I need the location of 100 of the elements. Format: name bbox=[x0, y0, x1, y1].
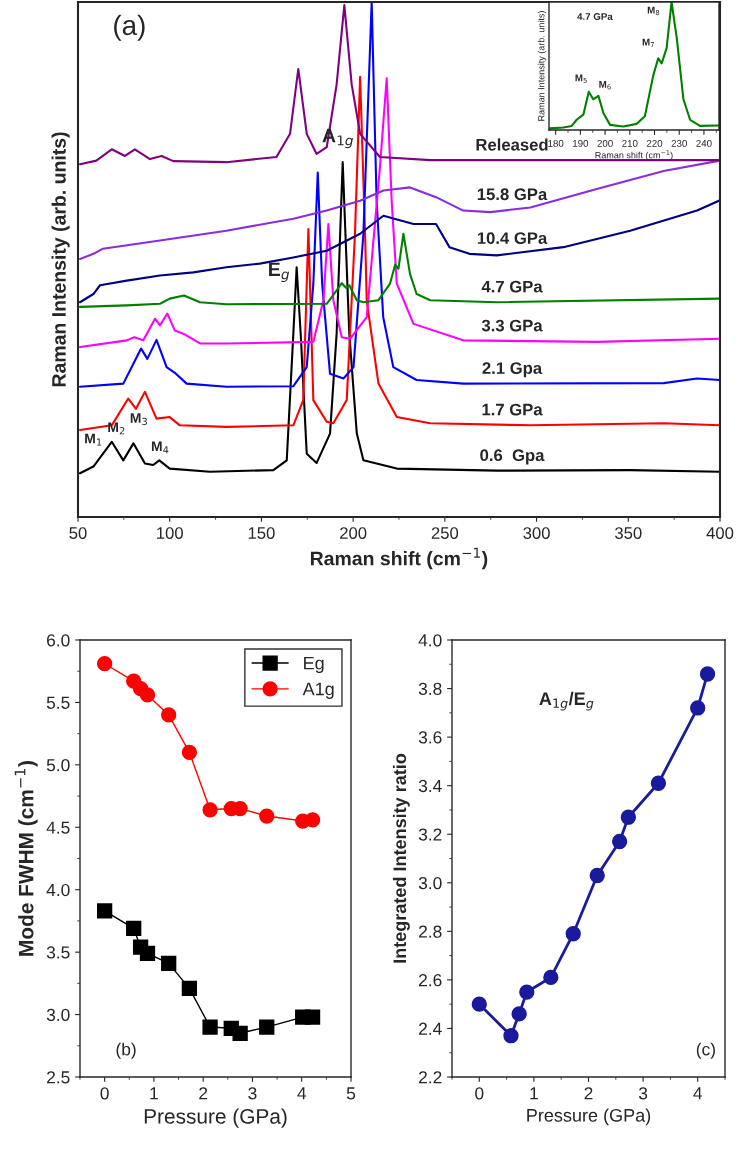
y-tick-label: 2.5 bbox=[47, 1071, 70, 1084]
annotation: (b) bbox=[116, 1042, 136, 1059]
annotation: M$_{4}$ bbox=[151, 441, 169, 454]
annotation: 4.7 GPa bbox=[577, 13, 613, 20]
point bbox=[161, 955, 177, 972]
y-tick-label: 5.0 bbox=[46, 759, 70, 772]
y-axis-title: Raman Intensity (arb. units) bbox=[51, 132, 70, 387]
y-tick-label: 3.0 bbox=[46, 1008, 70, 1022]
annotation: M$_{2}$ bbox=[108, 422, 125, 435]
annotation: M$_{3}$ bbox=[130, 413, 147, 426]
x-tick-label: 200 bbox=[340, 527, 367, 539]
series-label: 3.3 GPa bbox=[481, 319, 543, 332]
series-label: Released bbox=[476, 138, 548, 151]
x-tick-label: 180 bbox=[548, 139, 564, 147]
y-tick-label: 2.8 bbox=[419, 925, 442, 938]
x-axis-title: Raman shift (cm$^{−1}$) bbox=[595, 150, 673, 161]
annotation: (c) bbox=[696, 1042, 715, 1059]
annotation: M$_{6}$ bbox=[599, 81, 611, 90]
x-tick-label: 0 bbox=[475, 1087, 484, 1100]
y-tick-label: 5.5 bbox=[46, 696, 70, 709]
x-tick-label: 4 bbox=[693, 1087, 703, 1100]
x-tick-label: 220 bbox=[646, 139, 663, 147]
series-label: 4.7 GPa bbox=[481, 280, 543, 293]
y-axis-title: Mode FWHM (cm$^{−1}$) bbox=[14, 761, 38, 956]
x-axis-title: Pressure (GPa) bbox=[527, 1108, 651, 1126]
point bbox=[202, 802, 218, 818]
annotation: M$_{1}$ bbox=[85, 433, 102, 446]
point bbox=[139, 687, 156, 703]
annotation: M$_{5}$ bbox=[575, 74, 587, 83]
series-label: 1.7 GPa bbox=[482, 403, 543, 416]
annotation: M$_{8}$ bbox=[647, 6, 660, 16]
point bbox=[304, 1009, 321, 1025]
x-tick-label: 3 bbox=[248, 1087, 257, 1100]
series-label: 0.6 Gpa bbox=[480, 449, 545, 465]
series-label: 10.4 GPa bbox=[477, 232, 548, 245]
y-tick-label: 6.0 bbox=[47, 634, 70, 647]
point bbox=[511, 1006, 527, 1022]
y-axis-title: Integrated Intensity ratio bbox=[392, 753, 410, 963]
point bbox=[96, 903, 113, 919]
y-tick-label: 3.5 bbox=[46, 946, 70, 959]
annotation: E$_{g}$ bbox=[269, 262, 290, 283]
point bbox=[620, 809, 636, 825]
point bbox=[139, 945, 156, 962]
x-tick-label: 230 bbox=[671, 139, 687, 147]
x-tick-label: 350 bbox=[615, 527, 642, 539]
y-tick-label: 3.2 bbox=[418, 828, 442, 841]
x-tick-label: 1 bbox=[530, 1087, 538, 1100]
x-tick-label: 0 bbox=[100, 1087, 109, 1100]
y-tick-label: 3.6 bbox=[418, 731, 442, 744]
annotation: (a) bbox=[114, 14, 145, 41]
x-tick-label: 4 bbox=[297, 1087, 307, 1100]
x-tick-label: 190 bbox=[573, 139, 589, 147]
y-tick-label: 4.0 bbox=[418, 634, 442, 647]
point bbox=[161, 707, 177, 723]
x-tick-label: 2 bbox=[584, 1087, 593, 1100]
legend-label: Eg bbox=[304, 656, 324, 674]
x-tick-label: 300 bbox=[523, 527, 550, 539]
y-tick-label: 2.2 bbox=[419, 1071, 442, 1084]
x-tick-label: 400 bbox=[706, 527, 734, 539]
x-tick-label: 5 bbox=[346, 1087, 356, 1100]
x-tick-label: 210 bbox=[622, 139, 638, 147]
x-tick-label: 200 bbox=[597, 139, 613, 147]
point bbox=[699, 666, 716, 682]
point bbox=[519, 984, 535, 1000]
x-axis-title: Pressure (GPa) bbox=[144, 1108, 287, 1128]
x-tick-label: 3 bbox=[638, 1087, 648, 1100]
point bbox=[96, 656, 113, 672]
y-tick-label: 2.6 bbox=[419, 974, 442, 987]
x-tick-label: 1 bbox=[150, 1087, 158, 1100]
point bbox=[589, 867, 605, 884]
annotation: A$_{1g}$/E$_{g}$ bbox=[539, 691, 594, 711]
point bbox=[202, 1019, 218, 1035]
series-label: 15.8 GPa bbox=[477, 188, 548, 201]
y-tick-label: 3.0 bbox=[418, 876, 442, 890]
point bbox=[232, 1025, 248, 1041]
point bbox=[181, 980, 198, 996]
x-tick-label: 50 bbox=[69, 527, 87, 539]
point bbox=[259, 808, 275, 824]
point bbox=[690, 700, 706, 716]
point bbox=[126, 920, 142, 937]
x-tick-label: 240 bbox=[696, 139, 712, 147]
annotation: M$_{7}$ bbox=[642, 38, 654, 48]
point bbox=[259, 1019, 275, 1035]
x-tick-label: 250 bbox=[431, 527, 459, 539]
legend-label: A1g bbox=[302, 682, 334, 699]
y-tick-label: 3.4 bbox=[418, 779, 442, 793]
x-tick-label: 150 bbox=[248, 527, 275, 539]
point bbox=[503, 1028, 519, 1044]
x-tick-label: 2 bbox=[199, 1087, 208, 1100]
point bbox=[181, 744, 198, 761]
y-axis-title: Raman Intensity (arb. units) bbox=[537, 11, 547, 121]
point bbox=[650, 775, 667, 791]
y-tick-label: 2.4 bbox=[419, 1022, 442, 1035]
point bbox=[611, 833, 628, 850]
point bbox=[543, 969, 559, 986]
x-axis-title: Raman shift (cm$^{−1}$) bbox=[310, 547, 488, 570]
point bbox=[471, 996, 487, 1012]
point bbox=[565, 926, 581, 942]
y-tick-label: 4.5 bbox=[46, 821, 70, 834]
y-tick-label: 3.8 bbox=[418, 682, 442, 696]
